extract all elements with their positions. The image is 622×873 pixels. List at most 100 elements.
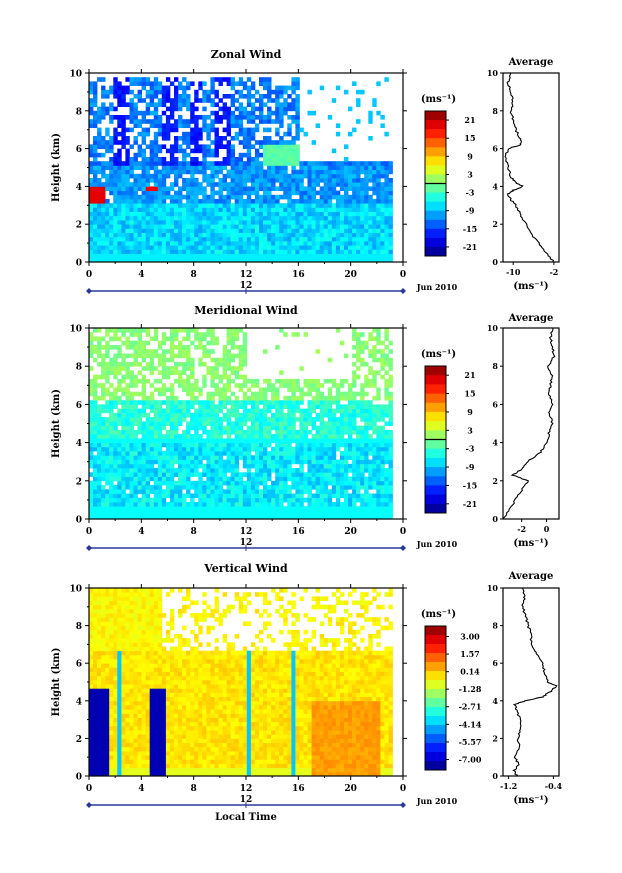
heatmap-cell bbox=[174, 77, 179, 82]
heatmap-cell bbox=[299, 459, 304, 465]
heatmap-cell bbox=[384, 178, 389, 183]
heatmap-cell bbox=[145, 506, 151, 511]
heatmap-cell bbox=[299, 451, 304, 456]
heatmap-cell bbox=[234, 173, 240, 179]
heatmap-cell bbox=[327, 224, 333, 229]
heatmap-cell bbox=[113, 400, 118, 405]
heatmap-cell bbox=[368, 514, 373, 520]
heatmap-cell bbox=[287, 199, 292, 204]
heatmap-cell bbox=[311, 241, 316, 246]
heatmap-cell bbox=[315, 446, 320, 452]
heatmap-cell bbox=[238, 446, 244, 452]
heatmap-cell bbox=[190, 383, 195, 388]
heatmap-cell bbox=[352, 506, 357, 511]
heatmap-cell bbox=[190, 119, 195, 124]
heatmap-cell bbox=[190, 463, 195, 469]
heatmap-cell bbox=[218, 476, 223, 482]
heatmap-cell bbox=[254, 127, 260, 133]
heatmap-cell bbox=[113, 438, 118, 443]
heatmap-cell bbox=[214, 408, 219, 414]
heatmap-cell bbox=[109, 89, 114, 95]
heatmap-cell bbox=[101, 374, 106, 380]
heatmap-cell bbox=[352, 493, 357, 499]
heatmap-cell bbox=[141, 199, 146, 204]
heatmap-cell bbox=[299, 434, 304, 439]
heatmap-cell bbox=[356, 472, 361, 477]
heatmap-cell bbox=[178, 345, 183, 350]
heatmap-cell bbox=[129, 485, 134, 490]
heatmap-cell bbox=[121, 391, 126, 397]
heatmap-cell bbox=[202, 98, 207, 103]
heatmap-cell bbox=[161, 514, 167, 520]
heatmap-cell bbox=[141, 455, 146, 460]
heatmap-cell bbox=[214, 127, 219, 133]
heatmap-cell bbox=[234, 207, 240, 212]
heatmap-cell bbox=[267, 404, 272, 409]
heatmap-cell bbox=[93, 81, 98, 86]
heatmap-cell bbox=[335, 459, 341, 465]
heatmap-cell bbox=[194, 455, 199, 460]
heatmap-cell bbox=[109, 178, 114, 183]
heatmap-cell bbox=[327, 182, 333, 187]
heatmap-cell bbox=[234, 370, 240, 375]
heatmap-cell bbox=[190, 169, 195, 175]
heatmap-cell bbox=[275, 169, 280, 175]
heatmap-cell bbox=[178, 514, 183, 520]
heatmap-cell bbox=[279, 253, 284, 259]
heatmap-cell bbox=[161, 203, 167, 208]
heatmap-cell bbox=[161, 387, 167, 392]
heatmap-cell bbox=[182, 493, 187, 499]
heatmap-cell bbox=[254, 186, 260, 191]
heatmap-cell bbox=[117, 510, 122, 516]
heatmap-cell bbox=[186, 253, 191, 259]
heatmap-cell bbox=[117, 434, 122, 439]
heatmap-cell bbox=[165, 245, 171, 250]
heatmap-cell bbox=[335, 182, 341, 187]
heatmap-cell bbox=[218, 186, 223, 191]
heatmap-cell bbox=[214, 463, 219, 469]
heatmap-cell bbox=[254, 429, 260, 435]
heatmap-cell bbox=[226, 194, 231, 200]
heatmap-cell bbox=[356, 165, 361, 170]
heatmap-cell bbox=[97, 220, 102, 225]
heatmap-cell bbox=[259, 249, 264, 254]
heatmap-cell bbox=[174, 249, 179, 254]
heatmap-cell bbox=[230, 328, 235, 333]
heatmap-cell bbox=[344, 459, 349, 465]
heatmap-cell bbox=[323, 455, 329, 460]
heatmap-cell bbox=[97, 119, 102, 124]
heatmap-cell bbox=[295, 161, 300, 166]
heatmap-cell bbox=[174, 345, 179, 350]
heatmap-cell bbox=[323, 232, 329, 238]
heatmap-cell bbox=[202, 332, 207, 337]
heatmap-cell bbox=[238, 190, 244, 196]
heatmap-cell bbox=[133, 374, 138, 380]
heatmap-cell bbox=[149, 140, 155, 145]
heatmap-cell bbox=[344, 169, 349, 175]
heatmap-cell bbox=[137, 249, 142, 254]
heatmap-cell bbox=[101, 85, 106, 91]
heatmap-cell bbox=[283, 207, 288, 212]
heatmap-cell bbox=[194, 328, 199, 333]
heatmap-cell bbox=[141, 203, 146, 208]
heatmap-cell bbox=[153, 228, 159, 233]
heatmap-cell bbox=[295, 387, 300, 392]
heatmap-cell bbox=[109, 421, 114, 426]
heatmap-cell bbox=[169, 345, 175, 350]
heatmap-cell bbox=[376, 182, 381, 187]
heatmap-cell bbox=[153, 510, 159, 516]
chart-title: Zonal Wind bbox=[211, 48, 282, 61]
heatmap-cell bbox=[263, 157, 268, 162]
heatmap-cell bbox=[275, 106, 280, 112]
heatmap-cell bbox=[263, 207, 268, 212]
heatmap-cell bbox=[352, 336, 357, 342]
heatmap-cell bbox=[169, 152, 175, 158]
heatmap-cell bbox=[291, 480, 296, 486]
heatmap-cell bbox=[368, 370, 373, 375]
heatmap-cell bbox=[360, 345, 365, 350]
heatmap-cell bbox=[89, 400, 94, 405]
heatmap-cell bbox=[287, 257, 292, 263]
heatmap-cell bbox=[186, 236, 191, 242]
heatmap-cell bbox=[315, 455, 320, 460]
